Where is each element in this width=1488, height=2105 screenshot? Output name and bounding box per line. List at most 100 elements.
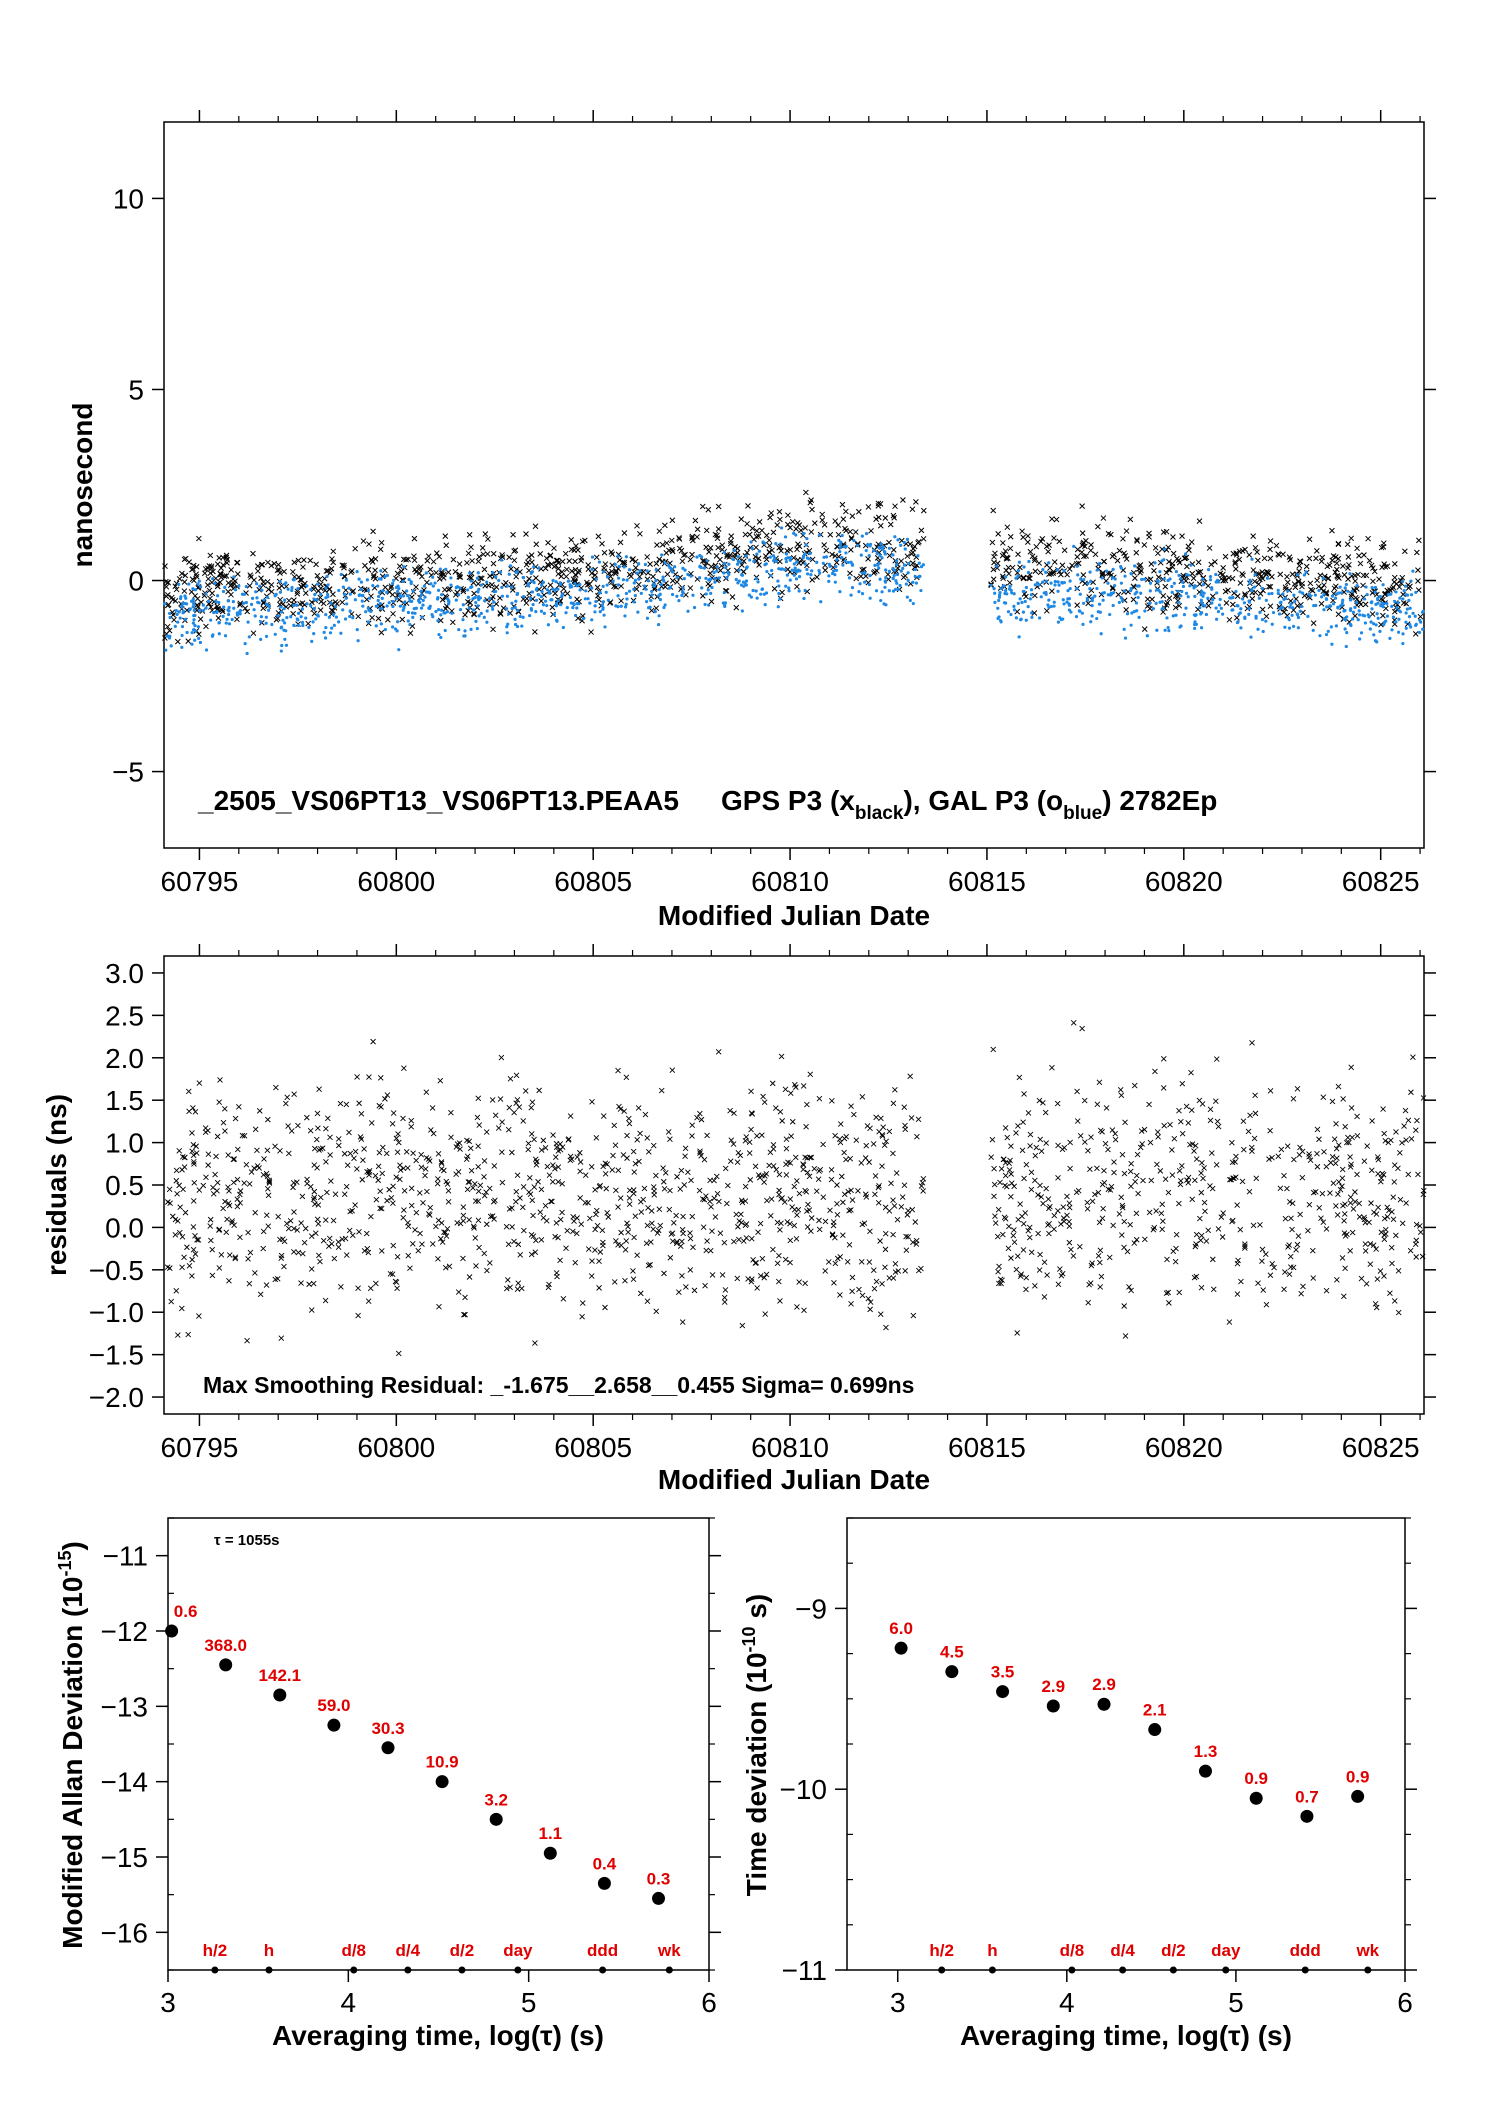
gps-point [1111, 551, 1117, 558]
residual-point [525, 1140, 532, 1147]
residual-point [830, 1222, 837, 1229]
gal-point [290, 588, 294, 593]
residual-point [763, 1171, 770, 1177]
gal-point [878, 577, 882, 581]
gps-point [995, 531, 1002, 537]
gal-point [882, 602, 886, 606]
gps-point [1232, 560, 1238, 567]
gal-point [797, 574, 802, 579]
gal-point [1080, 611, 1084, 615]
residual-point [893, 1170, 900, 1176]
residual-point [557, 1257, 563, 1264]
gal-point [402, 605, 406, 609]
gps-point [787, 524, 794, 531]
gps-point [1116, 547, 1123, 554]
gal-point [792, 562, 796, 566]
gps-point [1056, 538, 1063, 545]
gps-point [1078, 549, 1085, 556]
residual-point [232, 1254, 239, 1260]
gal-point [896, 587, 900, 592]
residual-point [365, 1298, 372, 1304]
residual-point [1094, 1101, 1101, 1108]
residual-point [1178, 1118, 1184, 1125]
gal-point [1066, 597, 1070, 601]
gal-point [1407, 615, 1412, 619]
residual-point [625, 1229, 631, 1235]
residual-point [511, 1109, 517, 1116]
y-axis-title-4: Time deviation (10-10 s) [739, 1594, 772, 1897]
residual-point [552, 1165, 558, 1172]
gal-point [1014, 616, 1019, 620]
tau-annotation: τ = 1055s [214, 1532, 280, 1549]
gal-point [438, 567, 442, 571]
residual-point [335, 1239, 342, 1245]
residual-point [1327, 1190, 1333, 1196]
gal-point [1199, 600, 1204, 605]
residual-point [1006, 1223, 1012, 1230]
gps-point [1365, 535, 1371, 542]
gal-point [624, 602, 628, 606]
gps-point [1329, 527, 1335, 534]
residual-point [504, 1277, 511, 1283]
gal-point [601, 606, 605, 610]
residual-point [387, 1270, 394, 1277]
gps-point [246, 582, 253, 589]
gal-point [494, 575, 498, 579]
y-tick-label: 2.5 [105, 1000, 144, 1031]
residual-point [618, 1242, 625, 1249]
gps-point [1123, 556, 1130, 562]
residual-point [526, 1174, 533, 1181]
residual-point [1018, 1271, 1025, 1277]
residual-point [1417, 1229, 1424, 1236]
residual-point [226, 1188, 232, 1194]
gps-point [484, 551, 491, 557]
residual-point [636, 1158, 642, 1165]
residual-point [630, 1276, 637, 1283]
gal-point [919, 588, 923, 593]
gal-point [996, 606, 1000, 610]
gal-point [835, 557, 839, 562]
residual-point [505, 1126, 512, 1133]
residual-point [1332, 1160, 1339, 1167]
gal-point [433, 581, 437, 585]
residual-point [330, 1217, 337, 1224]
gal-point [881, 544, 885, 549]
residual-point [722, 1287, 729, 1293]
gps-point [755, 555, 762, 562]
residual-point [754, 1285, 760, 1291]
residual-point [223, 1229, 230, 1236]
gps-point [1289, 571, 1296, 578]
gal-point [1122, 589, 1127, 593]
gal-point [1200, 611, 1204, 615]
gal-point [1405, 593, 1410, 597]
gal-point [1099, 632, 1103, 636]
gps-point [1222, 577, 1229, 584]
gal-point [1201, 577, 1205, 581]
residual-point [599, 1227, 606, 1234]
gal-point [692, 605, 697, 610]
residual-point [757, 1273, 764, 1279]
residual-point [475, 1217, 482, 1224]
gal-point [1214, 580, 1218, 584]
residual-point [920, 1188, 926, 1194]
gps-point [1146, 534, 1152, 540]
gal-point [1307, 592, 1311, 596]
gps-point [1209, 593, 1216, 600]
plot-frame-1 [163, 121, 1425, 849]
gal-point [660, 553, 664, 557]
gps-point [714, 532, 720, 539]
gal-point [264, 602, 269, 606]
residual-point [509, 1149, 515, 1156]
gal-point [540, 583, 544, 587]
gal-point [877, 545, 881, 549]
gps-point [875, 514, 882, 521]
gal-point [500, 594, 504, 598]
gal-point [1199, 626, 1204, 630]
residual-point [389, 1120, 396, 1127]
residual-point [1354, 1113, 1360, 1120]
gal-point [792, 573, 796, 577]
gps-point [910, 545, 917, 552]
residual-point [442, 1229, 449, 1236]
gps-point [821, 542, 828, 548]
gps-point [1306, 555, 1313, 562]
